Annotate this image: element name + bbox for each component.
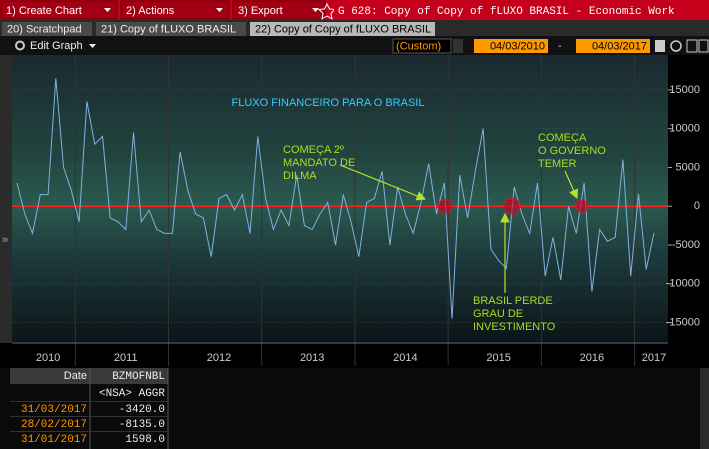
x-tick-label: 2010: [36, 352, 60, 364]
end-date[interactable]: 04/03/2017: [592, 40, 647, 52]
y-tick-label: 10000: [669, 123, 700, 135]
annotation-text: O GOVERNO: [538, 145, 606, 157]
x-tick-label: 2017: [642, 352, 666, 364]
tab[interactable]: [250, 22, 435, 36]
date-dash: -: [558, 40, 562, 52]
annotation-text: MANDATO DE: [283, 157, 355, 169]
gear-icon: [15, 40, 25, 51]
row-date: 31/03/2017: [21, 404, 87, 416]
tab-label[interactable]: 22) Copy of Copy of fLUXO BRASIL: [255, 23, 431, 35]
side-expander[interactable]: »: [2, 234, 8, 246]
period-drop[interactable]: [453, 39, 463, 53]
start-date-box[interactable]: [474, 39, 548, 53]
dropdown-arrow: [89, 44, 96, 48]
y-tick-label: -5000: [672, 239, 700, 251]
refresh-icon[interactable]: [670, 40, 682, 52]
x-tick-label: 2015: [486, 352, 510, 364]
window-title: G 628: Copy of Copy of fLUXO BRASIL - Ec…: [338, 6, 675, 18]
menu-button[interactable]: [120, 0, 230, 20]
table-header: [10, 368, 168, 384]
row-date: 31/01/2017: [21, 434, 87, 446]
plot-area: [12, 55, 668, 343]
chart-title: FLUXO FINANCEIRO PARA O BRASIL: [232, 97, 425, 109]
dropdown-arrow: [216, 8, 223, 12]
y-tick-label: -15000: [666, 317, 700, 329]
y-tick-label: 15000: [669, 84, 700, 96]
menu-button[interactable]: [232, 0, 326, 20]
x-tick-label: 2012: [207, 352, 231, 364]
annotation-text: DILMA: [283, 170, 317, 182]
x-tick-label: 2013: [300, 352, 324, 364]
annotation-arrow: [564, 170, 578, 200]
annotation-text: TEMER: [538, 158, 577, 170]
row-value: -8135.0: [119, 419, 165, 431]
annotation-text: BRASIL PERDE: [473, 295, 553, 307]
x-tick-label: 2016: [580, 352, 604, 364]
favorite-star[interactable]: [317, 2, 337, 20]
dropdown-arrow: [312, 8, 319, 12]
annotation-text: GRAU DE: [473, 308, 523, 320]
row-value: 1598.0: [125, 434, 165, 446]
tab[interactable]: [96, 22, 246, 36]
column-header: BZMOFNBL: [112, 371, 165, 383]
dropdown-arrow: [104, 8, 111, 12]
edit-graph[interactable]: Edit Graph: [30, 40, 83, 52]
x-tick-label: 2011: [114, 352, 138, 364]
row-date: 28/02/2017: [21, 419, 87, 431]
menu-label[interactable]: 3) Export: [238, 5, 283, 17]
annotation-text: INVESTIMENTO: [473, 321, 556, 333]
event-marker: [437, 198, 453, 214]
calendar-icon[interactable]: [655, 40, 665, 52]
side-strip: [0, 55, 12, 343]
settings-icon[interactable]: [686, 39, 698, 53]
x-tick-label: 2014: [393, 352, 417, 364]
end-date-box[interactable]: [576, 39, 650, 53]
y-tick-label: -10000: [666, 278, 700, 290]
annotation-arrow: [339, 164, 427, 201]
column-header: Date: [64, 370, 87, 382]
data-line: [16, 78, 655, 319]
annotation-text: COMEÇA: [538, 132, 587, 144]
event-marker: [575, 199, 589, 213]
menu-button[interactable]: [0, 0, 118, 20]
scrollbar[interactable]: [700, 368, 709, 449]
tab-label[interactable]: 21) Copy of fLUXO BRASIL: [101, 23, 236, 35]
menu-label[interactable]: 2) Actions: [126, 5, 175, 17]
y-tick-label: 5000: [676, 161, 700, 173]
expand-icon[interactable]: [698, 39, 709, 53]
menu-label[interactable]: 1) Create Chart: [6, 5, 82, 17]
period[interactable]: (Custom): [396, 40, 441, 52]
row-value: -3420.0: [119, 404, 165, 416]
window-title-box: [334, 1, 709, 19]
annotation-text: COMEÇA 2º: [283, 144, 344, 156]
subheader: <NSA> AGGR: [99, 388, 165, 400]
start-date[interactable]: 04/03/2010: [490, 40, 545, 52]
tab[interactable]: [2, 22, 92, 36]
y-tick-label: 0: [694, 200, 700, 212]
period-box[interactable]: [392, 38, 452, 54]
tab-label[interactable]: 20) Scratchpad: [7, 23, 82, 35]
event-marker: [503, 197, 521, 215]
